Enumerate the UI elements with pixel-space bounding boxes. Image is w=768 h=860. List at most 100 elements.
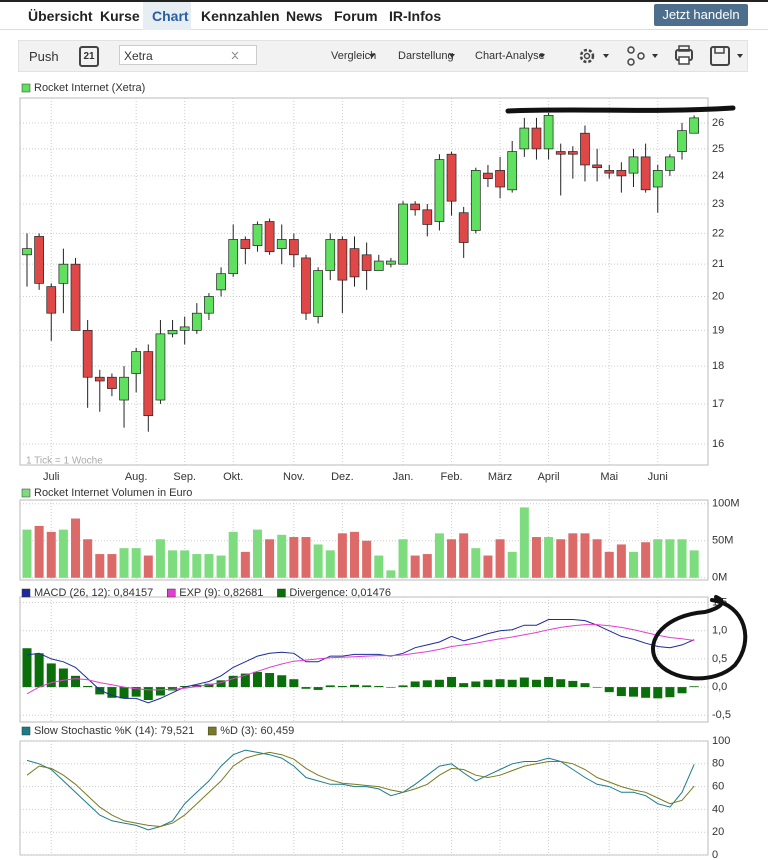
- tab[interactable]: IR-Infos: [389, 8, 442, 24]
- volume-bar: [143, 555, 153, 578]
- series-line: [26, 751, 695, 828]
- candle-body: [94, 376, 105, 382]
- volume-bar: [531, 537, 541, 578]
- y-tick-label: 17: [712, 398, 724, 410]
- volume-bar: [616, 544, 626, 578]
- divergence-bar: [447, 676, 457, 688]
- tab[interactable]: Forum: [334, 8, 378, 24]
- divergence-bar: [350, 684, 360, 688]
- divergence-bar: [58, 668, 68, 688]
- candle-body: [398, 203, 408, 265]
- volume-bar: [337, 533, 347, 578]
- toolbar: Push 21 Xetra Vergleich Darstellung Char…: [18, 40, 748, 72]
- y-tick-label: 60: [712, 781, 724, 793]
- candle-body: [531, 127, 542, 150]
- y-tick-label: 0,5: [712, 653, 727, 665]
- divergence-bar: [629, 687, 638, 697]
- x-tick-label: Jan.: [393, 471, 414, 483]
- calendar[interactable]: 21: [79, 46, 99, 67]
- legend-label: MACD (26, 12): 0,84157: [34, 587, 153, 599]
- divergence-bar: [374, 685, 384, 688]
- volume-bar: [556, 539, 566, 578]
- y-tick-label: 0M: [712, 572, 727, 584]
- candle-body: [386, 260, 396, 265]
- x-tick-label: Mai: [600, 471, 618, 483]
- divergence-bar: [277, 675, 287, 688]
- candle-body: [301, 257, 311, 314]
- x-tick-label: Aug.: [125, 471, 148, 483]
- divergence-bar: [313, 687, 323, 690]
- volume-bar: [119, 548, 129, 578]
- volume-bar: [374, 555, 384, 578]
- divergence-bar: [168, 687, 178, 691]
- candle-body: [628, 156, 639, 174]
- divergence-bar: [119, 687, 129, 699]
- push[interactable]: Push: [29, 49, 59, 64]
- divergence-bar: [155, 687, 165, 696]
- y-tick-label: 100: [712, 735, 730, 747]
- volume-bar: [192, 554, 202, 578]
- menu[interactable]: Vergleich: [331, 50, 377, 62]
- candle-body: [410, 203, 421, 211]
- volume-bar: [265, 539, 275, 578]
- volume-bar: [168, 550, 178, 578]
- candle-body: [46, 286, 57, 314]
- divergence-bar: [131, 687, 141, 697]
- volume-bar: [434, 533, 444, 578]
- divergence-bar: [83, 685, 93, 688]
- volume-bar: [34, 525, 44, 578]
- candle-body: [264, 221, 275, 253]
- candle-body: [458, 212, 469, 243]
- candle-body: [240, 239, 251, 249]
- tab[interactable]: Übersicht: [28, 8, 93, 24]
- volume-bar: [580, 533, 590, 578]
- tab[interactable]: Kennzahlen: [201, 8, 280, 24]
- candle-body: [107, 376, 117, 389]
- legend-label: Divergence: 0,01476: [289, 587, 391, 599]
- y-tick-label: 1,0: [712, 625, 727, 637]
- candle-body: [361, 254, 372, 271]
- candle-body: [580, 132, 590, 166]
- volume-bar: [386, 570, 396, 578]
- candle-body: [143, 351, 154, 417]
- volume-bar: [228, 531, 238, 578]
- divergence-bar: [483, 679, 493, 688]
- volume-bar: [180, 550, 190, 578]
- candle-body: [34, 236, 44, 284]
- x-tick-label: Juli: [43, 471, 60, 483]
- volume-bar: [216, 555, 226, 578]
- menu[interactable]: Chart-Analyse: [475, 50, 545, 62]
- divergence-bar: [34, 653, 44, 688]
- candle-body: [507, 151, 518, 191]
- divergence-bar: [204, 683, 214, 688]
- candle-body: [665, 156, 675, 171]
- volume-bar: [410, 555, 420, 578]
- volume-bar: [471, 548, 481, 578]
- tab[interactable]: News: [286, 8, 323, 24]
- tab[interactable]: Kurse: [100, 8, 140, 24]
- divergence-bar: [265, 673, 275, 688]
- menu[interactable]: Darstellung: [398, 50, 454, 62]
- trade-button[interactable]: Jetzt handeln: [654, 4, 748, 26]
- x-tick-label: April: [538, 471, 560, 483]
- divergence-bar: [544, 676, 554, 688]
- divergence-bar: [410, 681, 420, 688]
- volume-bar: [641, 542, 651, 578]
- legend-swatch: [166, 588, 176, 598]
- divergence-bar: [616, 687, 626, 697]
- volume-bar: [95, 554, 105, 578]
- volume-bar: [252, 529, 262, 578]
- y-tick-label: 0: [712, 849, 718, 860]
- volume-bar: [83, 539, 93, 578]
- candle-body: [495, 170, 505, 188]
- candle-body: [434, 159, 445, 222]
- exchange-select[interactable]: Xetra: [119, 45, 257, 65]
- volume-bar: [677, 539, 687, 578]
- legend-swatch: [277, 588, 286, 598]
- candle-body: [470, 170, 481, 231]
- volume-bar: [107, 554, 117, 578]
- y-tick-label: 20: [712, 290, 724, 302]
- tab-active[interactable]: Chart: [152, 8, 189, 24]
- plot-frame: [19, 596, 709, 723]
